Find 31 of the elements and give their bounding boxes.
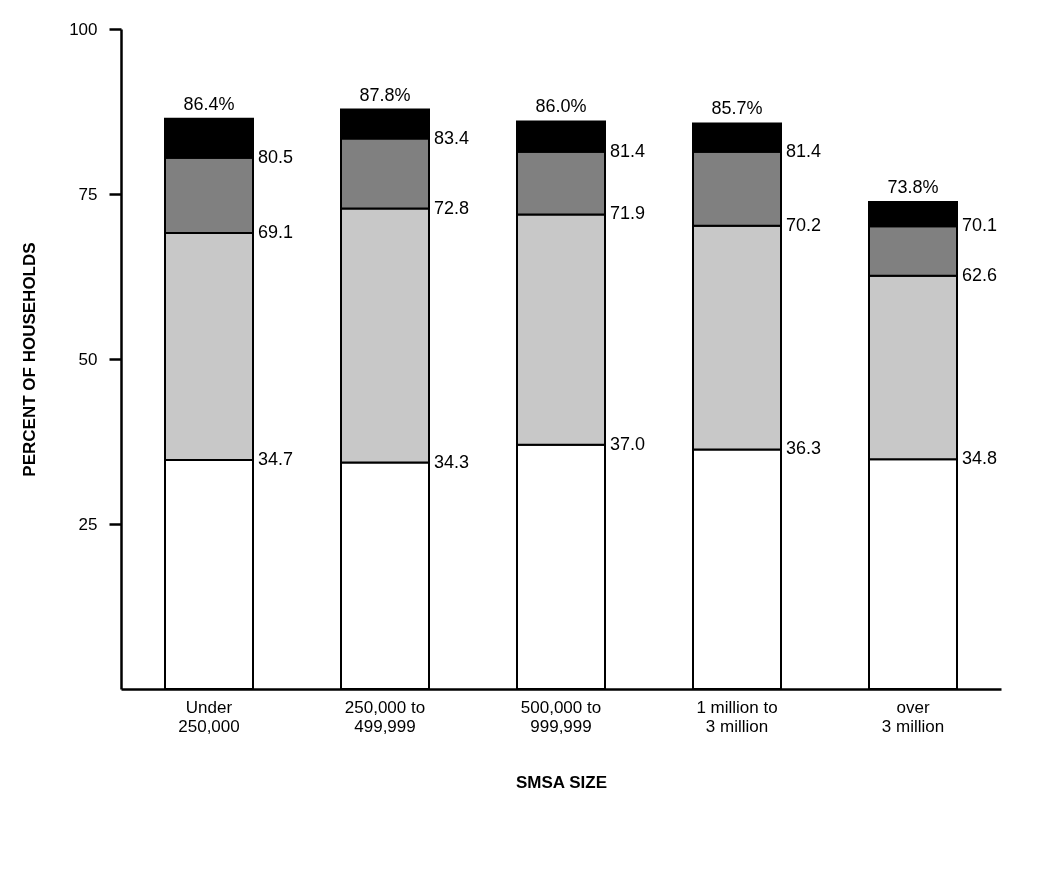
annotation: 34.7 — [258, 448, 294, 469]
annotation: 70.1 — [962, 215, 998, 236]
annotation: 34.3 — [434, 451, 470, 472]
x-tick-label: over 3 million — [881, 697, 945, 736]
annotation: 37.0 — [610, 433, 646, 454]
annotation: 71.9 — [610, 203, 646, 224]
y-axis-title: PERCENT OF HOUSEHOLDS — [20, 242, 40, 477]
annotation: 69.1 — [258, 221, 294, 242]
x-tick-label: 1 million to 3 million — [696, 697, 778, 736]
annotation: 81.4 — [610, 140, 646, 161]
annotation: 70.2 — [786, 214, 822, 235]
annotation: 81.4 — [786, 140, 822, 161]
x-axis-title: SMSA SIZE — [516, 772, 607, 792]
annotation: 87.8% — [359, 84, 411, 105]
y-tick-label: 50 — [78, 349, 98, 369]
annotation: 80.5 — [258, 146, 294, 167]
x-tick-label: 500,000 to 999,999 — [520, 697, 602, 736]
x-tick-label: Under 250,000 — [178, 697, 240, 736]
y-tick-label: 100 — [69, 19, 98, 39]
annotation: 83.4 — [434, 127, 470, 148]
annotation: 72.8 — [434, 197, 470, 218]
annotation: 86.0% — [535, 96, 587, 117]
annotation: 73.8% — [887, 176, 939, 197]
annotation: 34.8 — [962, 448, 998, 469]
annotation: 62.6 — [962, 264, 998, 285]
y-tick-label: 75 — [78, 184, 98, 204]
y-tick-label: 25 — [78, 514, 98, 534]
annotation: 86.4% — [183, 93, 235, 114]
annotation: 36.3 — [786, 438, 822, 459]
x-tick-label: 250,000 to 499,999 — [344, 697, 426, 736]
annotation: 85.7% — [711, 98, 763, 119]
